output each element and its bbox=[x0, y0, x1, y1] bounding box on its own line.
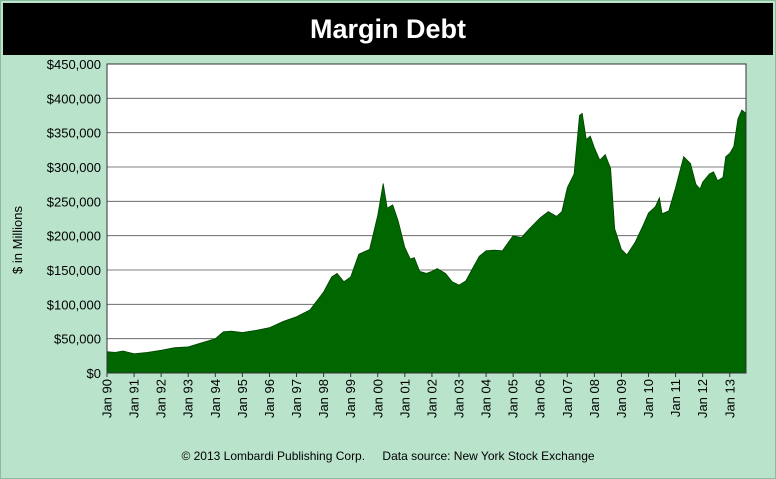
plot-border bbox=[106, 63, 747, 374]
x-tick-label: Jan 11 bbox=[668, 379, 683, 417]
x-tick-label: Jan 10 bbox=[641, 379, 656, 418]
chart-title-bar: Margin Debt bbox=[3, 3, 773, 55]
x-tick-label: Jan 95 bbox=[235, 379, 250, 418]
x-tick-label: Jan 98 bbox=[316, 379, 331, 418]
x-tick-label: Jan 00 bbox=[370, 379, 385, 418]
x-tick-label: Jan 99 bbox=[343, 379, 358, 418]
x-tick-label: Jan 07 bbox=[560, 379, 575, 418]
y-tick-label: $100,000 bbox=[47, 297, 101, 312]
margin-debt-area bbox=[106, 109, 747, 374]
y-tick-label: $350,000 bbox=[47, 126, 101, 141]
y-tick-label: $200,000 bbox=[47, 229, 101, 244]
x-tick-label: Jan 02 bbox=[424, 379, 439, 418]
x-tick-label: Jan 08 bbox=[587, 379, 602, 418]
x-tick-label: Jan 05 bbox=[506, 379, 521, 418]
y-axis-label: $ in Millions bbox=[10, 206, 25, 274]
chart-title: Margin Debt bbox=[309, 13, 466, 44]
x-tick-label: Jan 09 bbox=[614, 379, 629, 418]
footer: © 2013 Lombardi Publishing Corp. Data so… bbox=[0, 449, 776, 463]
x-tick-label: Jan 91 bbox=[127, 379, 142, 418]
x-tick-label: Jan 04 bbox=[479, 379, 494, 418]
copyright-text: © 2013 Lombardi Publishing Corp. bbox=[181, 449, 366, 463]
x-tick-label: Jan 01 bbox=[397, 379, 412, 418]
y-tick-label: $50,000 bbox=[54, 332, 101, 347]
x-tick-label: Jan 03 bbox=[451, 379, 466, 418]
y-tick-label: $0 bbox=[87, 366, 101, 381]
x-tick-label: Jan 12 bbox=[695, 379, 710, 418]
x-tick-label: Jan 92 bbox=[154, 379, 169, 418]
x-tick-label: Jan 90 bbox=[100, 379, 115, 418]
y-tick-label: $400,000 bbox=[47, 91, 101, 106]
x-tick-label: Jan 96 bbox=[262, 379, 277, 418]
x-tick-label: Jan 06 bbox=[533, 379, 548, 418]
y-tick-label: $300,000 bbox=[47, 160, 101, 175]
x-tick-label: Jan 94 bbox=[208, 379, 223, 418]
data-source-text: Data source: New York Stock Exchange bbox=[382, 449, 595, 463]
y-tick-label: $450,000 bbox=[47, 57, 101, 72]
y-axis-ticks: $0 $50,000 $100,000 $150,000 $200,000 $250,00… bbox=[47, 57, 101, 381]
x-axis-ticks: Jan 90 Jan 91 Jan 92 Jan 93 Jan 94 Jan 95 Jan … bbox=[100, 373, 737, 418]
x-tick-label: Jan 97 bbox=[289, 379, 304, 418]
x-tick-label: Jan 93 bbox=[181, 379, 196, 418]
y-tick-label: $150,000 bbox=[47, 263, 101, 278]
x-tick-label: Jan 13 bbox=[722, 379, 737, 418]
y-tick-label: $250,000 bbox=[47, 194, 101, 209]
